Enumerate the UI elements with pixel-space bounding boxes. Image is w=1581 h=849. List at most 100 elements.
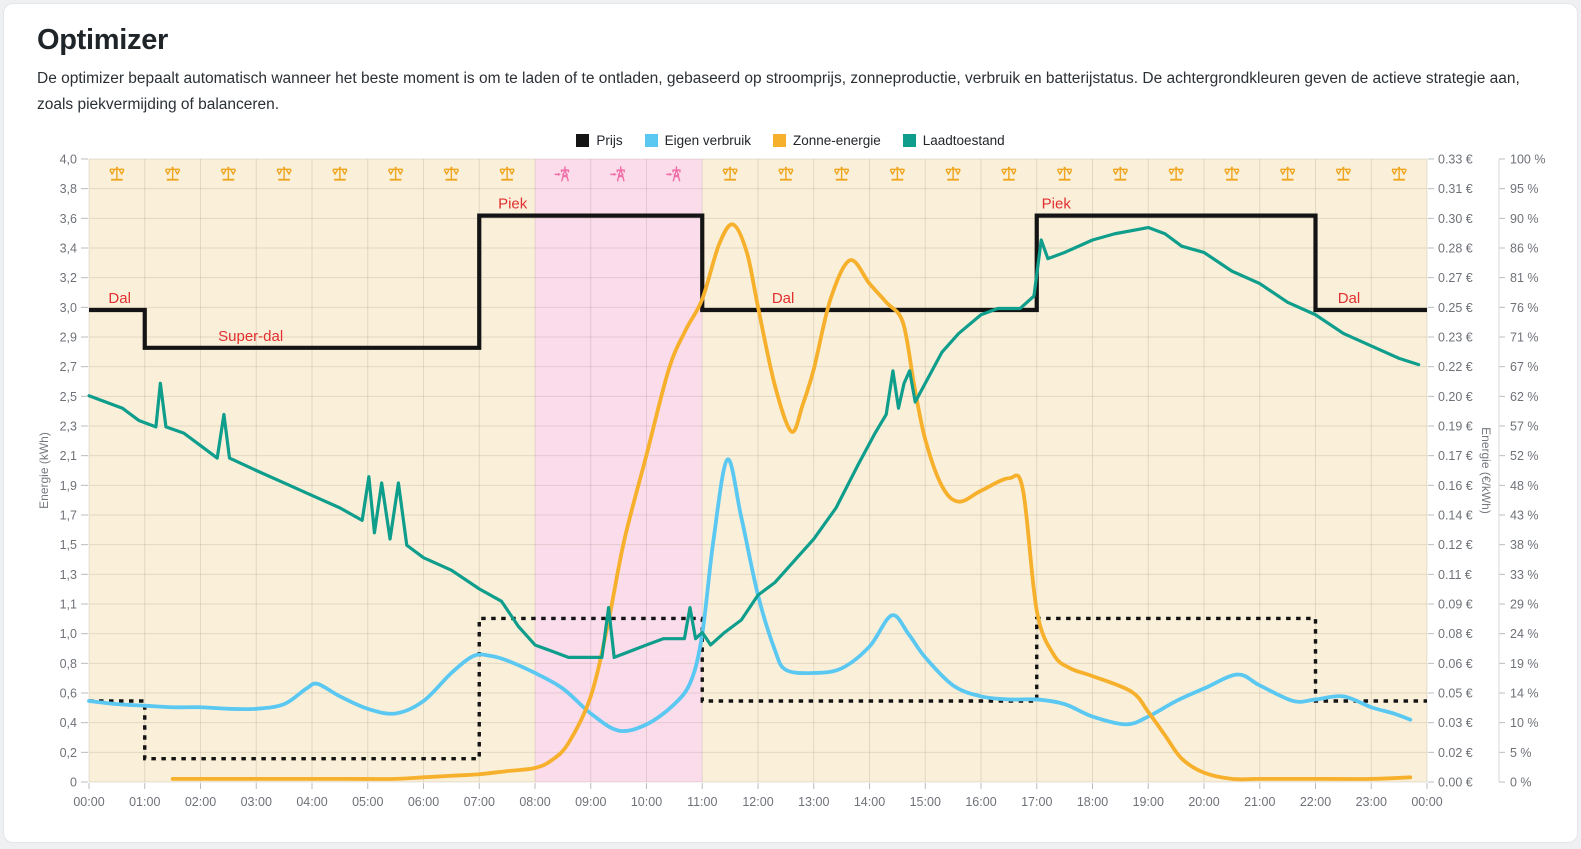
y-left-tick: 1,9 bbox=[60, 479, 77, 493]
y-pct-tick: 10 % bbox=[1510, 716, 1539, 730]
y-left-tick: 3,6 bbox=[60, 212, 77, 226]
y-euro-tick: 0.19 € bbox=[1438, 419, 1473, 433]
zonne-energie-swatch-icon bbox=[772, 134, 786, 148]
y-pct-tick: 95 % bbox=[1510, 182, 1539, 196]
y-left-tick: 0,8 bbox=[60, 657, 77, 671]
y-euro-tick: 0.05 € bbox=[1438, 686, 1473, 700]
x-axis-tick: 00:00 bbox=[1411, 795, 1442, 809]
y-pct-tick: 67 % bbox=[1510, 360, 1539, 374]
annotation-piek: Piek bbox=[498, 195, 528, 212]
x-axis-tick: 14:00 bbox=[854, 795, 885, 809]
y-left-tick: 3,4 bbox=[60, 241, 77, 255]
legend-label: Zonne-energie bbox=[792, 133, 881, 149]
y-left-tick: 2,1 bbox=[60, 449, 77, 463]
y-left-tick: 1,7 bbox=[60, 508, 77, 522]
y-pct-tick: 100 % bbox=[1510, 152, 1545, 166]
chart-canvas: Dal Super-dal Piek Dal Piek Dal 4,0 0.33 € 100 … bbox=[37, 152, 1545, 809]
strategy-background-bands bbox=[89, 158, 1427, 782]
y-left-tick: 2,3 bbox=[60, 419, 77, 433]
x-axis-tick: 15:00 bbox=[910, 795, 941, 809]
y-left-tick: 1,5 bbox=[60, 538, 77, 552]
y-pct-tick: 81 % bbox=[1510, 271, 1539, 285]
x-axis-tick: 06:00 bbox=[408, 795, 439, 809]
y-euro-tick: 0.02 € bbox=[1438, 746, 1473, 760]
x-axis-tick: 10:00 bbox=[631, 795, 662, 809]
y-left-tick: 3,0 bbox=[60, 301, 77, 315]
x-axis-tick: 12:00 bbox=[742, 795, 773, 809]
x-axis-tick: 13:00 bbox=[798, 795, 829, 809]
x-axis-tick: 01:00 bbox=[129, 795, 160, 809]
y-left-tick: 2,9 bbox=[60, 330, 77, 344]
optimizer-card: Optimizer De optimizer bepaalt automatis… bbox=[3, 3, 1578, 843]
laadtoestand-swatch-icon bbox=[902, 134, 916, 148]
series-zonne-energie-line bbox=[170, 222, 1413, 781]
y-euro-axis-title: Energie (€/kWh) bbox=[1479, 427, 1493, 514]
band-balanceren bbox=[702, 158, 1427, 782]
x-axis-tick: 20:00 bbox=[1188, 795, 1219, 809]
prijs-swatch-icon bbox=[576, 134, 590, 148]
legend-item-laadtoestand[interactable]: Laadtoestand bbox=[902, 133, 1005, 149]
x-axis-tick: 22:00 bbox=[1300, 795, 1331, 809]
legend-item-prijs[interactable]: Prijs bbox=[576, 133, 623, 149]
y-pct-tick: 52 % bbox=[1510, 449, 1539, 463]
x-axis-tick: 16:00 bbox=[965, 795, 996, 809]
page-title: Optimizer bbox=[37, 24, 169, 56]
annotation-super-dal: Super-dal bbox=[218, 327, 283, 344]
y-euro-tick: 0.11 € bbox=[1438, 568, 1472, 582]
y-pct-tick: 43 % bbox=[1510, 508, 1539, 522]
strategy-annotations: Dal Super-dal Piek Dal Piek Dal bbox=[108, 195, 1360, 344]
y-pct-tick: 14 % bbox=[1510, 686, 1539, 700]
y-pct-tick: 57 % bbox=[1510, 419, 1539, 433]
x-axis-tick: 19:00 bbox=[1133, 795, 1164, 809]
annotation-dal: Dal bbox=[772, 290, 795, 307]
y-euro-tick: 0.25 € bbox=[1438, 301, 1473, 315]
x-axis-tick: 03:00 bbox=[241, 795, 272, 809]
y-euro-tick: 0.27 € bbox=[1438, 271, 1473, 285]
y-euro-tick: 0.22 € bbox=[1438, 360, 1473, 374]
legend-item-eigen-verbruik[interactable]: Eigen verbruik bbox=[644, 133, 751, 149]
y-left-tick: 0,6 bbox=[60, 686, 77, 700]
x-axis-tick: 02:00 bbox=[185, 795, 216, 809]
y-pct-tick: 62 % bbox=[1510, 390, 1539, 404]
series-drempel-dotted-line bbox=[89, 616, 1427, 761]
x-axis-tick: 21:00 bbox=[1244, 795, 1275, 809]
y-left-tick: 0 bbox=[70, 775, 77, 789]
y-pct-tick: 71 % bbox=[1510, 330, 1539, 344]
legend-label: Eigen verbruik bbox=[664, 133, 751, 149]
y-pct-tick: 90 % bbox=[1510, 212, 1539, 226]
y-left-tick: 4,0 bbox=[60, 152, 77, 166]
y-pct-tick: 5 % bbox=[1510, 746, 1532, 760]
y-euro-tick: 0.16 € bbox=[1438, 479, 1473, 493]
y-left-tick: 0,4 bbox=[60, 716, 77, 730]
y-euro-tick: 0.00 € bbox=[1438, 775, 1473, 789]
optimizer-chart: Dal Super-dal Piek Dal Piek Dal 4,0 0.33 € 100 … bbox=[4, 151, 1577, 832]
y-euro-tick: 0.03 € bbox=[1438, 716, 1473, 730]
y-left-tick: 2,5 bbox=[60, 390, 77, 404]
legend-item-zonne-energie[interactable]: Zonne-energie bbox=[772, 133, 881, 149]
y-euro-tick: 0.31 € bbox=[1438, 182, 1473, 196]
y-pct-tick: 0 % bbox=[1510, 775, 1532, 789]
y-left-tick: 2,7 bbox=[60, 360, 77, 374]
x-axis-tick: 23:00 bbox=[1356, 795, 1387, 809]
chart-legend: Prijs Eigen verbruik Zonne-energie Laadt… bbox=[4, 132, 1577, 150]
series-eigen-verbruik-line bbox=[87, 457, 1413, 733]
x-axis-tick: 11:00 bbox=[687, 795, 717, 809]
y-euro-tick: 0.23 € bbox=[1438, 330, 1473, 344]
y-left-tick: 1,1 bbox=[60, 597, 77, 611]
x-axis-tick: 08:00 bbox=[519, 795, 550, 809]
y-pct-tick: 29 % bbox=[1510, 597, 1539, 611]
series-prijs-line bbox=[89, 213, 1427, 350]
y-euro-tick: 0.06 € bbox=[1438, 657, 1473, 671]
y-left-tick: 1,3 bbox=[60, 568, 77, 582]
x-axis-tick: 09:00 bbox=[575, 795, 606, 809]
axes: 4,0 0.33 € 100 % 3,8 0.31 € 95 % 3,6 0.30 € 90 %… bbox=[37, 152, 1545, 809]
y-euro-tick: 0.14 € bbox=[1438, 508, 1473, 522]
annotation-dal: Dal bbox=[1338, 290, 1361, 307]
y-euro-tick: 0.09 € bbox=[1438, 597, 1473, 611]
y-left-tick: 3,2 bbox=[60, 271, 77, 285]
y-euro-tick: 0.08 € bbox=[1438, 627, 1473, 641]
legend-label: Prijs bbox=[596, 133, 623, 149]
chart-series bbox=[87, 213, 1427, 781]
legend-label: Laadtoestand bbox=[922, 133, 1005, 149]
band-piekvermijding bbox=[535, 158, 703, 782]
